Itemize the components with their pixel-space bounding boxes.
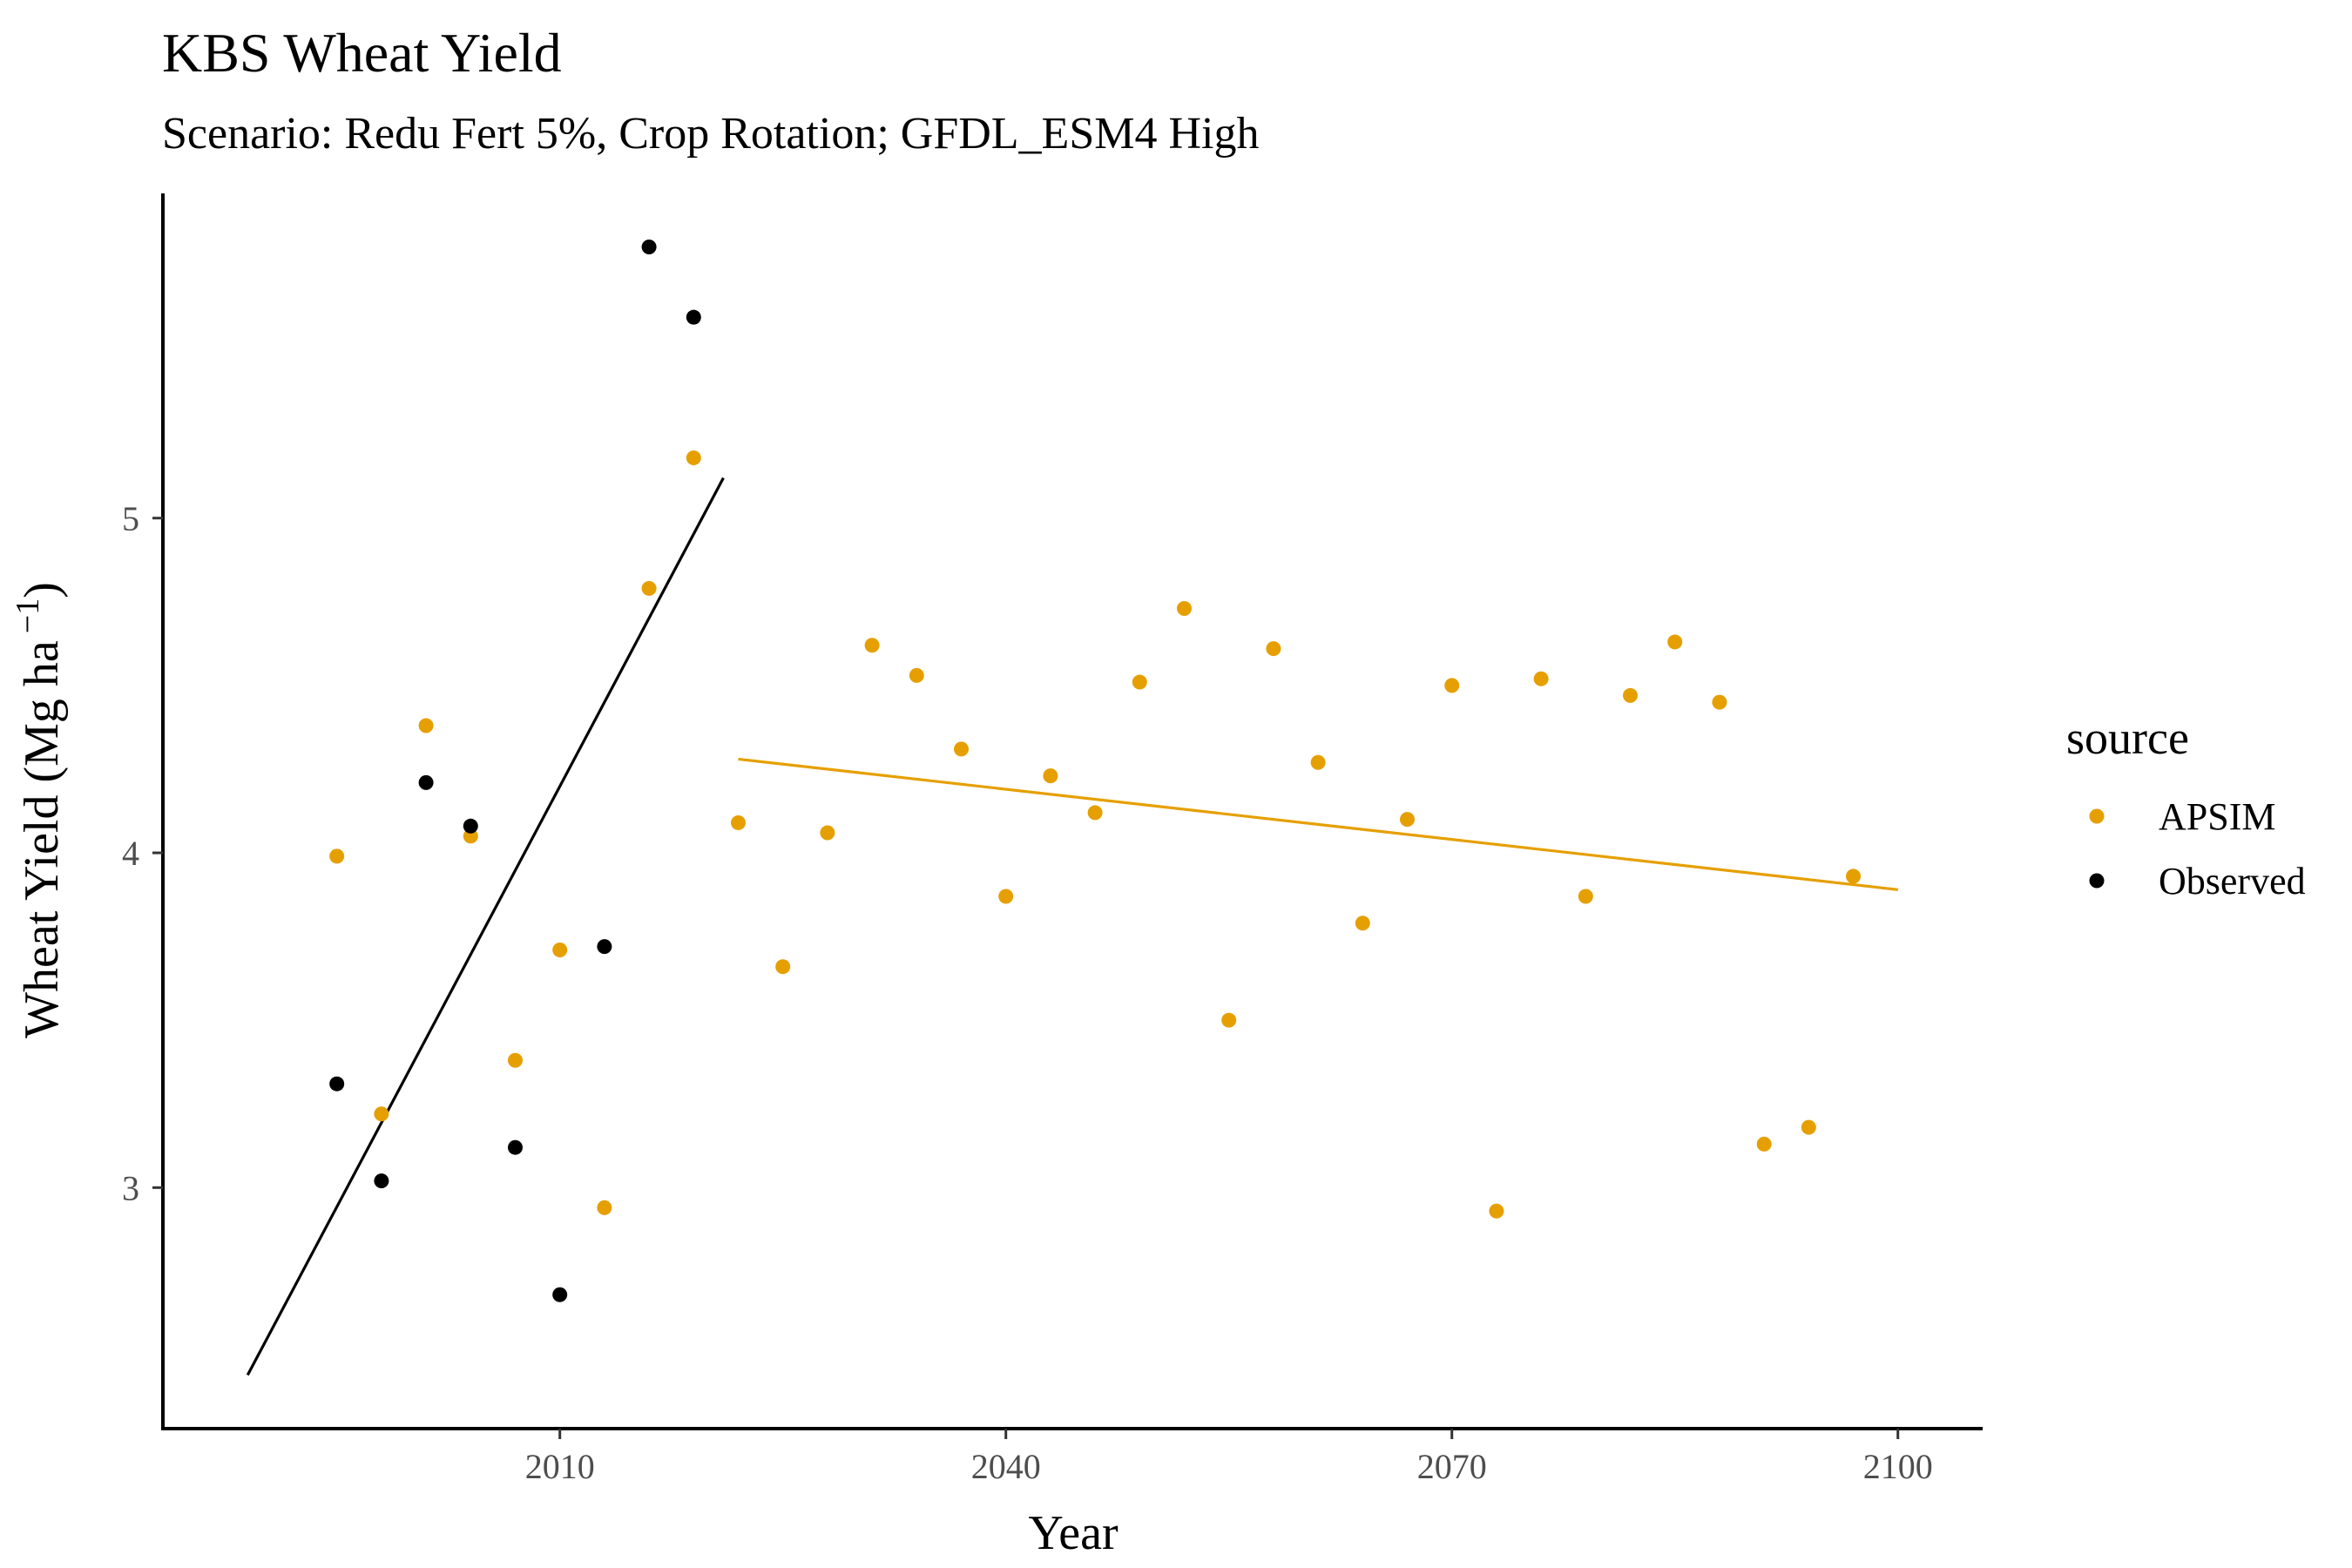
data-point-observed bbox=[686, 309, 701, 325]
data-point-apsim bbox=[1221, 1012, 1237, 1028]
data-point-apsim bbox=[1177, 601, 1193, 617]
data-point-observed bbox=[552, 1287, 568, 1302]
data-point-apsim bbox=[1578, 889, 1593, 904]
data-point-apsim bbox=[1667, 634, 1683, 650]
y-tick-label: 3 bbox=[122, 1168, 139, 1207]
data-point-observed bbox=[641, 239, 657, 254]
legend-key-observed bbox=[2089, 873, 2105, 889]
data-point-apsim bbox=[1712, 694, 1727, 710]
data-point-apsim bbox=[329, 848, 345, 864]
y-axis-title: Wheat Yield (Mg ha −1) bbox=[10, 582, 69, 1038]
y-tick-label: 4 bbox=[122, 834, 139, 873]
y-axis-title-main: Wheat Yield (Mg ha bbox=[15, 640, 69, 1038]
chart-title: KBS Wheat Yield bbox=[162, 22, 562, 84]
data-point-apsim bbox=[1132, 674, 1147, 690]
x-axis-title: Year bbox=[1028, 1506, 1119, 1560]
data-points bbox=[329, 239, 1862, 1302]
plot-panel: 3 4 5 2010 2040 2070 2100 bbox=[122, 193, 1983, 1486]
data-point-apsim bbox=[1043, 768, 1058, 784]
legend-label-observed: Observed bbox=[2159, 860, 2306, 902]
data-point-apsim bbox=[1533, 671, 1549, 686]
data-point-apsim bbox=[552, 942, 568, 957]
data-point-observed bbox=[418, 774, 434, 790]
legend-title: source bbox=[2066, 712, 2189, 764]
data-point-apsim bbox=[730, 814, 746, 830]
data-point-apsim bbox=[1756, 1136, 1772, 1152]
x-tick-label: 2010 bbox=[525, 1447, 595, 1486]
data-point-apsim bbox=[909, 667, 924, 683]
data-point-apsim bbox=[775, 959, 791, 975]
legend-key-apsim bbox=[2089, 808, 2105, 824]
y-ticks: 3 4 5 bbox=[122, 499, 163, 1207]
data-point-apsim bbox=[820, 825, 835, 841]
data-point-apsim bbox=[507, 1052, 523, 1068]
data-point-apsim bbox=[998, 889, 1014, 904]
data-point-apsim bbox=[1400, 812, 1416, 828]
trend-line-apsim bbox=[738, 757, 1898, 891]
data-point-apsim bbox=[1355, 916, 1370, 931]
data-point-apsim bbox=[1310, 754, 1326, 770]
x-tick-label: 2040 bbox=[971, 1447, 1041, 1486]
data-point-apsim bbox=[641, 580, 657, 596]
legend-items: APSIM Observed bbox=[2089, 795, 2306, 902]
data-point-apsim bbox=[1489, 1203, 1504, 1219]
legend: source APSIM Observed bbox=[2066, 712, 2306, 902]
data-point-observed bbox=[463, 818, 478, 834]
data-point-apsim bbox=[1444, 678, 1460, 693]
x-tick-label: 2100 bbox=[1863, 1447, 1933, 1486]
data-point-apsim bbox=[1846, 868, 1862, 884]
data-point-apsim bbox=[953, 741, 969, 757]
data-point-apsim bbox=[1087, 805, 1103, 821]
data-point-apsim bbox=[374, 1106, 389, 1122]
chart-subtitle: Scenario: Redu Fert 5%, Crop Rotation; G… bbox=[162, 109, 1259, 159]
trend-line-observed bbox=[246, 476, 725, 1376]
data-point-apsim bbox=[1623, 687, 1639, 703]
data-point-apsim bbox=[864, 638, 880, 653]
x-tick-label: 2070 bbox=[1417, 1447, 1487, 1486]
data-point-observed bbox=[329, 1076, 345, 1092]
data-point-apsim bbox=[1801, 1119, 1816, 1135]
y-tick-label: 5 bbox=[122, 499, 139, 538]
data-point-apsim bbox=[597, 1200, 612, 1215]
trend-lines bbox=[246, 476, 1898, 1376]
x-ticks: 2010 2040 2070 2100 bbox=[525, 1429, 1933, 1486]
data-point-observed bbox=[507, 1139, 523, 1155]
y-axis-title-unit-exponent: −1 bbox=[10, 598, 46, 633]
legend-label-apsim: APSIM bbox=[2159, 795, 2276, 838]
data-point-apsim bbox=[418, 718, 434, 733]
data-point-apsim bbox=[686, 450, 701, 466]
data-point-observed bbox=[374, 1173, 389, 1189]
data-point-observed bbox=[597, 939, 612, 955]
data-point-apsim bbox=[1266, 641, 1281, 657]
y-axis-title-close: ) bbox=[15, 582, 69, 598]
